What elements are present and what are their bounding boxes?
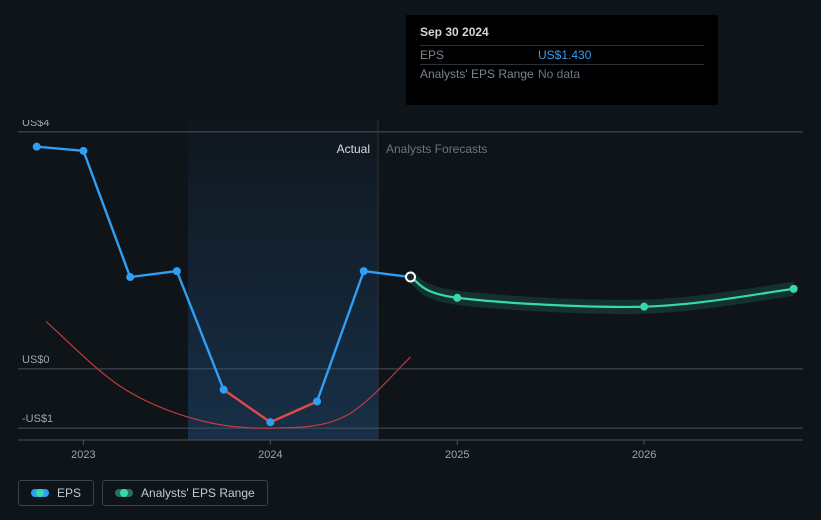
- legend-swatch: [31, 489, 49, 497]
- x-axis-label: 2026: [632, 449, 656, 461]
- tooltip-date: Sep 30 2024: [420, 25, 704, 39]
- zone-label-forecast: Analysts Forecasts: [386, 142, 487, 156]
- tooltip-row: EPSUS$1.430: [420, 45, 704, 64]
- y-axis-label: US$4: [22, 120, 50, 129]
- chart-legend: EPS Analysts' EPS Range: [18, 480, 268, 506]
- legend-range[interactable]: Analysts' EPS Range: [102, 480, 268, 506]
- legend-dot-icon: [120, 489, 128, 497]
- legend-dot-icon: [36, 489, 44, 497]
- legend-eps[interactable]: EPS: [18, 480, 94, 506]
- legend-swatch: [115, 489, 133, 497]
- tooltip-row: Analysts' EPS RangeNo data: [420, 64, 704, 83]
- x-axis-label: 2024: [258, 449, 282, 461]
- tooltip-row-label: Analysts' EPS Range: [420, 67, 538, 81]
- legend-label: EPS: [57, 486, 81, 500]
- tooltip-row-label: EPS: [420, 48, 538, 62]
- legend-label: Analysts' EPS Range: [141, 486, 255, 500]
- x-axis-label: 2023: [71, 449, 95, 461]
- x-axis-label: 2025: [445, 449, 469, 461]
- tooltip-row-value: No data: [538, 67, 580, 81]
- chart-tooltip: Sep 30 2024 EPSUS$1.430Analysts' EPS Ran…: [406, 15, 718, 105]
- y-axis-label: US$0: [22, 354, 50, 366]
- eps-chart: US$4US$0-US$12023202420252026ActualAnaly…: [18, 120, 803, 440]
- zone-label-actual: Actual: [337, 142, 370, 156]
- y-axis-label: -US$1: [22, 413, 53, 425]
- tooltip-row-value: US$1.430: [538, 48, 591, 62]
